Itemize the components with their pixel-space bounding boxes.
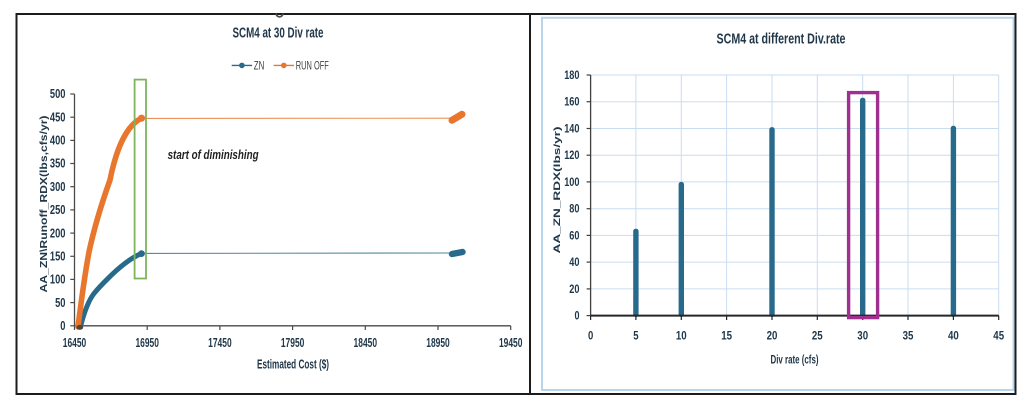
svg-text:30: 30 — [857, 329, 868, 343]
svg-text:AA_ZN_RDX(lbs/yr): AA_ZN_RDX(lbs/yr) — [552, 127, 563, 254]
svg-text:18450: 18450 — [354, 335, 378, 350]
svg-text:160: 160 — [564, 95, 579, 109]
svg-text:500: 500 — [50, 86, 66, 101]
svg-text:20: 20 — [569, 282, 579, 296]
svg-text:17450: 17450 — [208, 335, 232, 350]
svg-text:100: 100 — [564, 175, 579, 189]
svg-text:start of diminishing: start of diminishing — [168, 147, 259, 162]
svg-text:250: 250 — [50, 202, 66, 217]
svg-text:0: 0 — [60, 318, 65, 333]
svg-text:450: 450 — [50, 109, 66, 124]
svg-text:16950: 16950 — [135, 335, 159, 350]
svg-text:40: 40 — [569, 255, 579, 269]
svg-text:200: 200 — [50, 225, 66, 240]
svg-text:20: 20 — [767, 329, 778, 343]
svg-text:140: 140 — [564, 122, 579, 136]
svg-text:400: 400 — [50, 133, 66, 148]
svg-text:Estimated Cost ($): Estimated Cost ($) — [257, 357, 329, 372]
svg-text:18950: 18950 — [426, 335, 450, 350]
svg-text:SCM4 at different Div.rate: SCM4 at different Div.rate — [717, 32, 846, 48]
svg-text:0: 0 — [575, 309, 580, 323]
svg-text:80: 80 — [569, 202, 579, 216]
svg-text:300: 300 — [50, 179, 66, 194]
svg-text:45: 45 — [993, 329, 1004, 343]
svg-text:17950: 17950 — [281, 335, 305, 350]
svg-text:ZN: ZN — [254, 61, 264, 73]
svg-text:50: 50 — [55, 295, 65, 310]
svg-text:180: 180 — [564, 68, 579, 82]
svg-text:SCM4 at 30 Div rate: SCM4 at 30 Div rate — [233, 26, 324, 42]
svg-text:16450: 16450 — [63, 335, 87, 350]
svg-text:120: 120 — [564, 148, 579, 162]
svg-text:RUN OFF: RUN OFF — [296, 61, 329, 73]
svg-text:350: 350 — [50, 156, 66, 171]
svg-text:15: 15 — [721, 329, 732, 343]
svg-text:25: 25 — [812, 329, 823, 343]
svg-text:10: 10 — [676, 329, 687, 343]
svg-text:60: 60 — [569, 228, 579, 242]
svg-text:100: 100 — [50, 272, 66, 287]
svg-text:35: 35 — [903, 329, 914, 343]
svg-text:AA_ZN\Runoff_RDX(lbs,cfs/yr): AA_ZN\Runoff_RDX(lbs,cfs/yr) — [39, 116, 50, 293]
svg-text:150: 150 — [50, 249, 66, 264]
svg-text:5: 5 — [633, 329, 638, 343]
svg-text:Div rate (cfs): Div rate (cfs) — [771, 353, 819, 367]
svg-text:0: 0 — [588, 329, 593, 343]
svg-text:19450: 19450 — [499, 335, 523, 350]
svg-text:40: 40 — [948, 329, 959, 343]
